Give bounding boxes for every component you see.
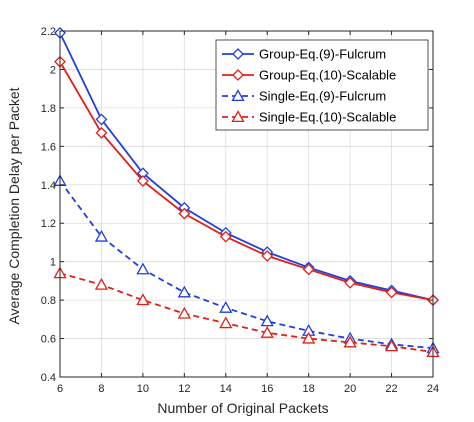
x-tick-label: 12 <box>178 383 190 395</box>
y-tick-label: 1.6 <box>41 141 56 153</box>
data-point <box>94 277 109 290</box>
y-tick-label: 0.8 <box>41 295 56 307</box>
data-point <box>136 293 150 306</box>
data-point <box>384 339 399 352</box>
x-axis-label: Number of Original Packets <box>157 400 328 416</box>
data-point <box>385 286 398 299</box>
legend-entry: Group-Eq.(10)-Scalable <box>222 68 396 83</box>
x-tick-label: 24 <box>427 383 439 395</box>
legend-label: Single-Eq.(9)-Fulcrum <box>259 89 386 104</box>
axes: 6 8 10 12 14 16 18 20 22 24 0.4 0.6 0.8 1 1.2 1.4 1.6 1.8… <box>41 26 439 395</box>
data-point <box>177 285 191 298</box>
y-tick-label: 0.6 <box>41 334 56 346</box>
series-line <box>59 32 434 301</box>
data-point <box>94 229 109 242</box>
data-point <box>177 306 191 319</box>
x-tick-label: 22 <box>385 383 397 395</box>
y-tick-label: 0.4 <box>41 372 56 384</box>
data-point <box>219 316 233 329</box>
data-point <box>260 314 274 327</box>
data-point <box>261 249 274 262</box>
data-point <box>136 262 150 275</box>
legend-label: Single-Eq.(10)-Scalable <box>259 110 396 125</box>
data-point <box>219 300 233 313</box>
legend-entry: Single-Eq.(9)-Fulcrum <box>222 89 386 104</box>
data-point <box>344 276 357 289</box>
x-tick-label: 10 <box>137 383 149 395</box>
data-point <box>136 175 149 187</box>
y-tick-label: 1.4 <box>41 180 56 192</box>
data-point <box>302 263 315 276</box>
series-line <box>59 272 434 353</box>
series-line <box>59 180 434 350</box>
data-point <box>219 230 232 243</box>
legend-marker <box>232 69 244 81</box>
legend-entry: Group-Eq.(9)-Fulcrum <box>222 47 386 62</box>
data-point <box>260 325 274 338</box>
y-tick-label: 2.2 <box>41 26 56 38</box>
x-tick-label: 6 <box>57 383 63 395</box>
x-tick-label: 14 <box>220 383 232 395</box>
data-point <box>343 335 357 348</box>
data-point <box>95 113 108 126</box>
x-tick-label: 20 <box>344 383 356 395</box>
legend-marker <box>231 110 245 123</box>
legend-marker <box>232 48 244 60</box>
series-single-eq-9-fulcrum <box>53 174 440 354</box>
y-tick-label: 2 <box>50 64 56 76</box>
legend-marker <box>231 89 245 102</box>
legend-label: Group-Eq.(10)-Scalable <box>259 68 396 83</box>
axes-box <box>59 30 434 378</box>
legend-box <box>215 39 429 131</box>
data-point <box>302 331 316 344</box>
legend: Group-Eq.(9)-Fulcrum Group-Eq.(10)-Scalab… <box>215 39 429 131</box>
x-tick-label: 18 <box>303 383 315 395</box>
y-axis-label: Average Completion Delay per Packet <box>6 87 22 324</box>
series-line <box>59 61 434 301</box>
y-tick-label: 1 <box>50 257 56 269</box>
plot-area <box>53 27 440 358</box>
y-tick-label: 1.8 <box>41 103 56 115</box>
legend-entry: Single-Eq.(10)-Scalable <box>222 110 396 125</box>
x-tick-label: 8 <box>98 383 104 395</box>
y-tick-label: 1.2 <box>41 218 56 230</box>
data-point <box>95 126 108 139</box>
x-tick-label: 16 <box>261 383 273 395</box>
legend-label: Group-Eq.(9)-Fulcrum <box>259 47 386 62</box>
data-point <box>178 207 191 220</box>
